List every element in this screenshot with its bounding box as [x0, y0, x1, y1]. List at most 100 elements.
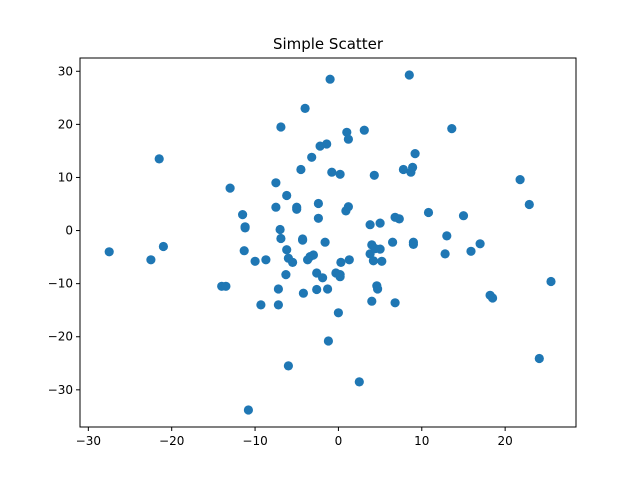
scatter-point	[250, 256, 260, 266]
x-tick-label: −20	[159, 434, 184, 448]
y-tick-label: 0	[65, 224, 73, 238]
scatter-point	[325, 74, 335, 84]
scatter-point	[373, 284, 383, 294]
chart-title: Simple Scatter	[273, 35, 384, 53]
scatter-point	[243, 405, 253, 415]
scatter-point	[298, 235, 308, 245]
scatter-point	[375, 244, 385, 254]
scatter-point	[377, 256, 387, 266]
scatter-point	[336, 257, 346, 267]
scatter-point	[276, 122, 286, 132]
scatter-point	[369, 170, 379, 180]
scatter-point	[239, 246, 249, 256]
scatter-point	[300, 103, 310, 113]
scatter-point	[313, 213, 323, 223]
scatter-point	[368, 256, 378, 266]
y-tick-label: −20	[48, 330, 73, 344]
scatter-point	[273, 284, 283, 294]
scatter-point	[534, 353, 544, 364]
y-tick-label: −10	[48, 277, 73, 291]
scatter-point	[546, 276, 556, 287]
scatter-point	[281, 270, 291, 280]
scatter-point	[408, 162, 418, 172]
scatter-point	[261, 255, 271, 265]
points-layer	[104, 70, 556, 415]
scatter-point	[313, 198, 323, 209]
scatter-point	[292, 204, 302, 214]
scatter-point	[390, 298, 400, 308]
scatter-point	[359, 125, 369, 135]
y-tick-label: 30	[58, 64, 73, 78]
scatter-point	[410, 149, 420, 159]
axes-layer	[79, 57, 577, 428]
scatter-point	[344, 255, 354, 265]
scatter-point	[307, 152, 317, 162]
scatter-point	[524, 199, 534, 210]
scatter-point	[322, 139, 332, 149]
scatter-point	[488, 293, 498, 303]
scatter-point	[333, 308, 343, 318]
scatter-point	[466, 246, 476, 256]
scatter-point	[323, 284, 333, 294]
y-tick-label: 10	[58, 170, 73, 184]
scatter-point	[282, 190, 292, 201]
y-tick-label: −30	[48, 383, 73, 397]
scatter-point	[154, 154, 164, 164]
x-tick-label: −30	[76, 434, 101, 448]
scatter-point	[225, 183, 235, 193]
scatter-point	[221, 281, 231, 291]
scatter-point	[308, 250, 318, 260]
scatter-point	[318, 273, 328, 283]
plot-frame	[79, 57, 577, 428]
scatter-point	[475, 239, 485, 249]
scatter-point	[335, 272, 345, 282]
scatter-point	[404, 70, 414, 80]
scatter-point	[458, 211, 469, 221]
scatter-point	[398, 164, 408, 175]
scatter-point	[388, 237, 398, 247]
scatter-point	[447, 124, 457, 134]
x-tick-label: 20	[498, 434, 513, 448]
scatter-point	[327, 167, 337, 177]
scatter-point	[298, 288, 308, 298]
scatter-point	[146, 255, 156, 265]
scatter-point	[256, 300, 266, 310]
scatter-point	[354, 377, 364, 387]
scatter-point	[335, 169, 345, 179]
scatter-point	[273, 300, 283, 310]
x-tick-label: −10	[242, 434, 267, 448]
scatter-point	[442, 231, 452, 241]
scatter-point	[515, 175, 525, 185]
x-tick-label: 0	[335, 434, 343, 448]
scatter-point	[276, 233, 286, 244]
scatter-point	[271, 178, 281, 188]
y-tick-label: 20	[58, 117, 73, 131]
scatter-point	[240, 223, 250, 233]
scatter-point	[283, 361, 293, 371]
scatter-point	[408, 239, 418, 249]
scatter-point	[282, 245, 292, 255]
x-tick-label: 10	[414, 434, 429, 448]
scatter-point	[423, 207, 434, 218]
scatter-point	[288, 257, 298, 267]
y-axis: −30 −20 −10 0 10 20 30	[48, 64, 80, 397]
scatter-point	[440, 249, 450, 259]
scatter-point	[296, 164, 306, 175]
scatter-point	[238, 210, 248, 220]
scatter-point	[365, 220, 375, 230]
scatter-point	[104, 247, 114, 257]
scatter-point	[394, 214, 404, 224]
scatter-point	[367, 296, 377, 306]
scatter-point	[342, 127, 352, 137]
scatter-point	[323, 336, 333, 346]
scatter-point	[275, 224, 285, 235]
x-axis: −30 −20 −10 0 10 20	[76, 427, 513, 448]
scatter-point	[312, 284, 322, 295]
scatter-point	[271, 202, 281, 212]
scatter-point	[320, 237, 330, 247]
scatter-point	[343, 202, 353, 212]
scatter-point	[375, 218, 385, 228]
scatter-point	[158, 241, 168, 252]
